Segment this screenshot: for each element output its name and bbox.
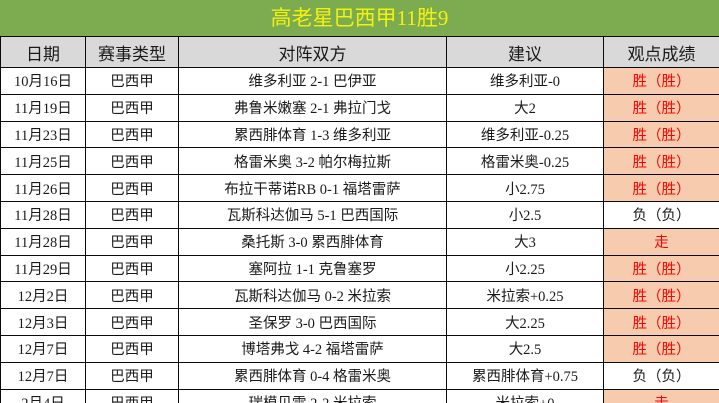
column-header-advice: 建议 bbox=[446, 36, 604, 68]
cell-result: 胜（胜） bbox=[603, 147, 719, 176]
column-header-league: 赛事类型 bbox=[85, 36, 179, 68]
cell-match: 累西腓体育 0-4 格雷米奥 bbox=[178, 361, 447, 390]
cell-date: 11月23日 bbox=[0, 120, 86, 149]
table-row: 11月19日 巴西甲 弗鲁米嫩塞 2-1 弗拉门戈 大2 胜（胜） bbox=[0, 93, 719, 122]
cell-date: 11月26日 bbox=[0, 174, 86, 202]
cell-result: 胜（胜） bbox=[603, 308, 719, 336]
table-row: 11月26日 巴西甲 布拉干蒂诺RB 0-1 福塔雷萨 小2.75 胜（胜） bbox=[0, 174, 719, 202]
cell-result: 负（负） bbox=[603, 200, 719, 229]
table-row: 12月7日 巴西甲 累西腓体育 0-4 格雷米奥 累西腓体育+0.75 负（负） bbox=[0, 361, 719, 390]
cell-league: 巴西甲 bbox=[85, 174, 179, 202]
cell-league: 巴西甲 bbox=[85, 120, 179, 149]
cell-league: 巴西甲 bbox=[85, 147, 179, 176]
cell-date: 11月28日 bbox=[0, 227, 86, 256]
cell-league: 巴西甲 bbox=[85, 200, 179, 229]
cell-advice: 大3 bbox=[446, 227, 604, 256]
cell-match: 圣保罗 3-0 巴西国际 bbox=[178, 308, 447, 336]
cell-league: 巴西甲 bbox=[85, 308, 179, 336]
table-row: 10月16日 巴西甲 维多利亚 2-1 巴伊亚 维多利亚-0 胜（胜） bbox=[0, 67, 719, 95]
cell-advice: 小2.5 bbox=[446, 200, 604, 229]
cell-advice: 格雷米奥-0.25 bbox=[446, 147, 604, 176]
cell-league: 巴西甲 bbox=[85, 334, 179, 363]
cell-advice: 米拉索+0 bbox=[446, 388, 604, 403]
cell-date: 11月19日 bbox=[0, 93, 86, 122]
cell-result: 负（负） bbox=[603, 361, 719, 390]
cell-league: 巴西甲 bbox=[85, 227, 179, 256]
column-header-match: 对阵双方 bbox=[178, 36, 447, 68]
table-row: 11月28日 巴西甲 瓦斯科达伽马 5-1 巴西国际 小2.5 负（负） bbox=[0, 200, 719, 229]
cell-advice: 维多利亚-0 bbox=[446, 67, 604, 95]
table-row: 11月25日 巴西甲 格雷米奥 3-2 帕尔梅拉斯 格雷米奥-0.25 胜（胜） bbox=[0, 147, 719, 176]
cell-advice: 小2.75 bbox=[446, 174, 604, 202]
cell-date: 12月7日 bbox=[0, 334, 86, 363]
cell-advice: 米拉索+0.25 bbox=[446, 281, 604, 310]
table-row: 12月2日 巴西甲 瓦斯科达伽马 0-2 米拉索 米拉索+0.25 胜（胜） bbox=[0, 281, 719, 310]
cell-match: 瑞模贝雷 2-2 米拉索 bbox=[178, 388, 447, 403]
cell-advice: 大2 bbox=[446, 93, 604, 122]
cell-result: 胜（胜） bbox=[603, 174, 719, 202]
cell-match: 累西腓体育 1-3 维多利亚 bbox=[178, 120, 447, 149]
cell-league: 巴西甲 bbox=[85, 281, 179, 310]
cell-date: 11月29日 bbox=[0, 254, 86, 283]
cell-date: 12月2日 bbox=[0, 281, 86, 310]
cell-advice: 维多利亚-0.25 bbox=[446, 120, 604, 149]
cell-result: 胜（胜） bbox=[603, 334, 719, 363]
cell-league: 巴西甲 bbox=[85, 254, 179, 283]
cell-result: 走 bbox=[603, 227, 719, 256]
cell-date: 10月16日 bbox=[0, 67, 86, 95]
title-banner: 高老星巴西甲11胜9 bbox=[0, 0, 719, 36]
cell-advice: 累西腓体育+0.75 bbox=[446, 361, 604, 390]
cell-date: 12月7日 bbox=[0, 361, 86, 390]
table-header-row: 日期 赛事类型 对阵双方 建议 观点成绩 bbox=[0, 36, 719, 68]
cell-match: 格雷米奥 3-2 帕尔梅拉斯 bbox=[178, 147, 447, 176]
cell-league: 巴西甲 bbox=[85, 93, 179, 122]
cell-league: 巴西甲 bbox=[85, 361, 179, 390]
table-body: 10月16日 巴西甲 维多利亚 2-1 巴伊亚 维多利亚-0 胜（胜） 11月19日 巴西甲… bbox=[0, 67, 719, 403]
cell-advice: 小2.25 bbox=[446, 254, 604, 283]
cell-match: 布拉干蒂诺RB 0-1 福塔雷萨 bbox=[178, 174, 447, 202]
cell-match: 桑托斯 3-0 累西腓体育 bbox=[178, 227, 447, 256]
cell-result: 胜（胜） bbox=[603, 93, 719, 122]
cell-date: 11月28日 bbox=[0, 200, 86, 229]
table-row: 11月28日 巴西甲 桑托斯 3-0 累西腓体育 大3 走 bbox=[0, 227, 719, 256]
cell-league: 巴西甲 bbox=[85, 388, 179, 403]
cell-match: 维多利亚 2-1 巴伊亚 bbox=[178, 67, 447, 95]
cell-result: 胜（胜） bbox=[603, 281, 719, 310]
page-title: 高老星巴西甲11胜9 bbox=[270, 5, 449, 30]
column-header-result: 观点成绩 bbox=[603, 36, 719, 68]
table-row: 12月7日 巴西甲 博塔弗戈 4-2 福塔雷萨 大2.5 胜（胜） bbox=[0, 334, 719, 363]
match-results-table: 日期 赛事类型 对阵双方 建议 观点成绩 10月16日 巴西甲 维多利亚 2-1 巴… bbox=[0, 36, 719, 403]
table-row: 12月3日 巴西甲 圣保罗 3-0 巴西国际 大2.25 胜（胜） bbox=[0, 308, 719, 336]
cell-date: 11月25日 bbox=[0, 147, 86, 176]
cell-result: 胜（胜） bbox=[603, 120, 719, 149]
table-row: 11月29日 巴西甲 塞阿拉 1-1 克鲁塞罗 小2.25 胜（胜） bbox=[0, 254, 719, 283]
cell-result: 胜（胜） bbox=[603, 254, 719, 283]
cell-match: 博塔弗戈 4-2 福塔雷萨 bbox=[178, 334, 447, 363]
cell-match: 瓦斯科达伽马 5-1 巴西国际 bbox=[178, 200, 447, 229]
cell-advice: 大2.25 bbox=[446, 308, 604, 336]
cell-advice: 大2.5 bbox=[446, 334, 604, 363]
column-header-date: 日期 bbox=[0, 36, 86, 68]
cell-match: 塞阿拉 1-1 克鲁塞罗 bbox=[178, 254, 447, 283]
cell-date: 12月3日 bbox=[0, 308, 86, 336]
cell-result: 胜（胜） bbox=[603, 67, 719, 95]
cell-date: 2月4日 bbox=[0, 388, 86, 403]
table-row: 11月23日 巴西甲 累西腓体育 1-3 维多利亚 维多利亚-0.25 胜（胜） bbox=[0, 120, 719, 149]
cell-league: 巴西甲 bbox=[85, 67, 179, 95]
cell-match: 弗鲁米嫩塞 2-1 弗拉门戈 bbox=[178, 93, 447, 122]
cell-result: 走 bbox=[603, 388, 719, 403]
cell-match: 瓦斯科达伽马 0-2 米拉索 bbox=[178, 281, 447, 310]
